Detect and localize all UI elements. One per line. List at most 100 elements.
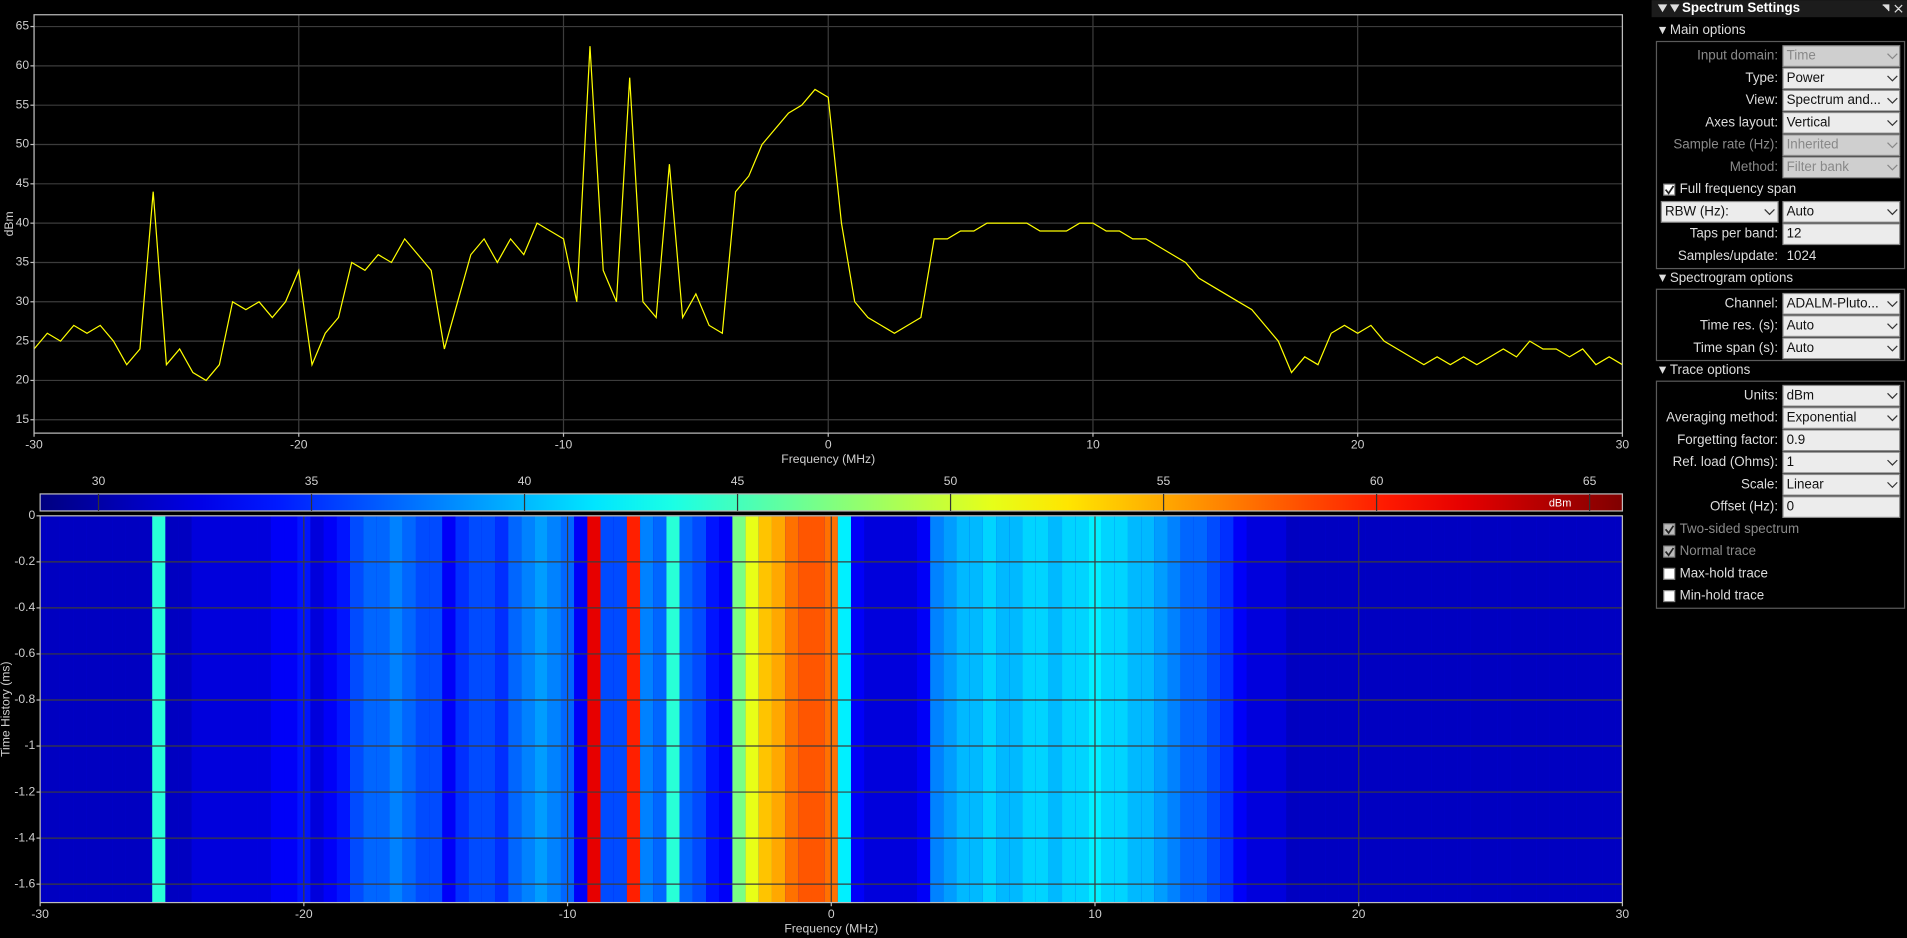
spectrogram-column	[1233, 515, 1247, 903]
spectrogram-column	[864, 515, 878, 903]
spectrogram-column	[1141, 515, 1155, 903]
checkbox[interactable]	[1663, 567, 1676, 580]
trace-line	[33, 46, 1623, 382]
spectrogram-column	[956, 515, 970, 903]
spectrogram-column	[1286, 515, 1300, 903]
field-box[interactable]	[1782, 315, 1901, 338]
field-box[interactable]	[1782, 200, 1901, 223]
field-label: Taps per band:	[1690, 226, 1778, 241]
dropdown-arrow	[1887, 209, 1898, 216]
checkbox-label: Max-hold trace	[1680, 565, 1768, 580]
field-value: 1024	[1787, 248, 1817, 263]
dropdown-arrow	[1887, 415, 1898, 422]
section-title: Main options	[1670, 22, 1746, 37]
spectrogram-column	[429, 515, 443, 903]
field-value: Filter bank	[1787, 159, 1850, 174]
field-label: Samples/update:	[1678, 248, 1778, 263]
field-box[interactable]	[1782, 451, 1901, 474]
spectrogram-column	[1220, 515, 1234, 903]
dropdown-arrow	[1887, 120, 1898, 127]
spectrogram-column	[1418, 515, 1432, 903]
spectrogram-column	[1062, 515, 1076, 903]
dropdown-arrow	[1887, 481, 1898, 489]
spectrogram-column	[244, 515, 258, 903]
section-box	[1655, 40, 1906, 270]
field-label: Units:	[1744, 387, 1778, 402]
section-title: Spectrogram options	[1670, 270, 1794, 285]
field-box[interactable]	[1782, 496, 1901, 519]
spectrogram-column	[1510, 515, 1524, 903]
spectrogram-column	[745, 515, 759, 903]
y-tick-label: 20	[16, 373, 30, 387]
field-label: Type:	[1745, 70, 1778, 85]
spectrogram-column	[1272, 515, 1287, 903]
section-arrow[interactable]	[1658, 274, 1667, 282]
spectrogram-column	[758, 515, 772, 903]
dropdown-arrow	[1887, 164, 1898, 171]
field-value: 12	[1787, 226, 1802, 241]
spectrogram-column	[613, 515, 627, 903]
spectrogram-column	[1602, 515, 1616, 903]
spectrogram-column	[706, 515, 720, 903]
spectrogram-column	[112, 515, 126, 903]
spectrogram-column	[916, 515, 931, 903]
field-label: Forgetting factor:	[1677, 432, 1778, 447]
y-tick-label: 30	[16, 294, 30, 308]
field-box[interactable]	[1782, 407, 1901, 429]
y-tick-label: 25	[16, 333, 30, 347]
y-tick-label: -1	[24, 738, 35, 752]
checkbox[interactable]	[1663, 183, 1676, 196]
field-box[interactable]	[1782, 89, 1901, 112]
y-tick-label: -0.8	[14, 692, 35, 706]
field-box[interactable]	[1782, 337, 1901, 360]
field-box[interactable]	[1782, 111, 1901, 134]
dropdown-arrow	[1887, 459, 1898, 466]
spectrogram-column	[1167, 515, 1181, 903]
field-value: Auto	[1787, 340, 1814, 355]
checkbox[interactable]	[1663, 590, 1676, 603]
y-tick-label: 60	[16, 58, 30, 72]
field-box[interactable]	[1782, 429, 1901, 452]
dropdown-arrow	[1887, 392, 1898, 400]
spectrogram-column	[349, 515, 364, 903]
field-box[interactable]	[1782, 292, 1901, 315]
y-axis-label: Time History (ms)	[0, 661, 12, 756]
spectrogram-column	[1193, 515, 1208, 903]
y-axis-label: dBm	[2, 211, 16, 236]
section-arrow[interactable]	[1658, 366, 1667, 374]
spectrogram-column	[468, 515, 482, 903]
spectrogram-column	[547, 515, 561, 903]
field-box[interactable]	[1782, 223, 1901, 246]
dropdown-arrow	[1887, 97, 1898, 104]
spectrogram-column	[178, 515, 192, 903]
field-value: 0	[1787, 499, 1794, 514]
field-box[interactable]	[1782, 473, 1901, 496]
spectrogram-column	[389, 515, 403, 903]
field-box[interactable]	[1782, 384, 1901, 407]
spectrogram-column	[376, 515, 390, 903]
spectrogram-column	[1536, 515, 1550, 903]
colorbar	[39, 493, 1624, 512]
spectrogram-column	[890, 515, 904, 903]
plot-border	[33, 14, 1624, 434]
section-box	[1655, 288, 1906, 362]
x-tick-label: -20	[295, 907, 313, 921]
field-label: Method:	[1730, 159, 1778, 174]
spectrogram-column	[1338, 515, 1353, 903]
spectrogram-column	[1431, 515, 1445, 903]
field-value: Power	[1787, 70, 1825, 85]
field-box[interactable]	[1782, 67, 1901, 90]
label-dropdown[interactable]	[1660, 200, 1779, 223]
spectrogram-column	[1246, 515, 1260, 903]
colorbar-tick-label: 50	[944, 474, 958, 488]
spectrogram-column	[323, 515, 337, 903]
spectrogram-column	[521, 515, 535, 903]
spectrogram-column	[1365, 515, 1379, 903]
spectrogram-column	[270, 515, 285, 903]
spectrogram-column	[310, 515, 324, 903]
spectrogram-column	[1563, 515, 1577, 903]
dropdown-arrow	[1887, 53, 1898, 60]
checkbox-label: Min-hold trace	[1680, 588, 1765, 603]
section-arrow[interactable]	[1658, 26, 1667, 35]
x-axis-label: Frequency (MHz)	[784, 922, 878, 936]
